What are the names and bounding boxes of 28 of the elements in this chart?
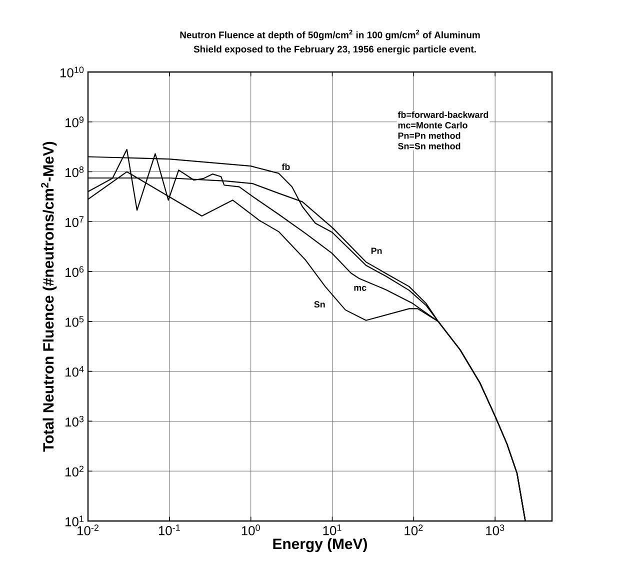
y-tick-label: 10$^{6}$ xyxy=(66,266,84,277)
x-tick-label: 10$^{-1}$ xyxy=(158,524,180,536)
annotation: fb xyxy=(282,163,290,170)
x-tick-label: 10$^{0}$ xyxy=(242,524,260,536)
annotation: Pn=Pn method xyxy=(398,132,460,139)
annotation: mc=Monte Carlo xyxy=(398,122,468,128)
chart-subtitle: Shield exposed to the February 23, 1956 energic particle event. xyxy=(194,46,476,54)
x-tick-label: 10$^{1}$ xyxy=(323,524,342,536)
chart-title: Neutron Fluence at depth of 50gm/cm$^{2}$ in 100 gm/cm$^{2}$ of Aluminum xyxy=(180,30,480,40)
x-tick-label: 10$^{-2}$ xyxy=(78,524,99,536)
y-tick-label: 10$^{2}$ xyxy=(66,466,84,476)
y-tick-label: 10$^{4}$ xyxy=(66,366,84,377)
annotation: fb=forward-backward xyxy=(398,111,488,118)
y-tick-label: 10$^{10}$ xyxy=(60,66,84,78)
annotation: Sn xyxy=(314,301,325,308)
annotation: mc xyxy=(354,286,366,291)
x-tick-label: 10$^{3}$ xyxy=(486,524,504,536)
y-tick-label: 10$^{5}$ xyxy=(66,316,84,327)
y-tick-label: 10$^{9}$ xyxy=(66,116,84,128)
y-tick-label: 10$^{8}$ xyxy=(66,166,84,178)
x-tick-label: 10$^{2}$ xyxy=(404,524,423,536)
y-tick-label: 10$^{3}$ xyxy=(66,416,84,427)
annotation: Sn=Sn method xyxy=(398,142,460,150)
y-tick-label: 10$^{1}$ xyxy=(66,516,84,526)
x-axis-title: Energy (MeV) xyxy=(273,538,367,552)
y-axis-title: Total Neutron Fluence (#neutrons/cm$^{2}$-MeV) xyxy=(41,142,57,452)
y-tick-label: 10$^{7}$ xyxy=(66,216,84,228)
annotation: Pn xyxy=(371,248,382,254)
